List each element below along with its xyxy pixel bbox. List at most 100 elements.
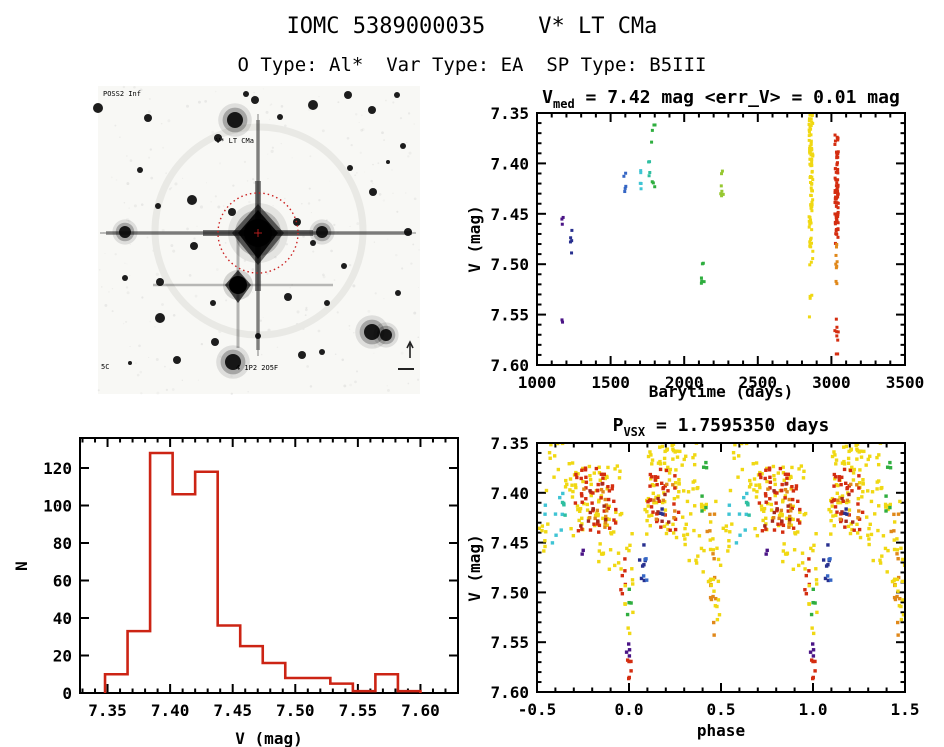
y-tick-label: 7.55: [490, 633, 529, 652]
star: [156, 278, 164, 286]
x-tick-label: 1000: [518, 373, 557, 392]
x-tick-label: 2000: [665, 373, 704, 392]
star: [243, 91, 249, 97]
y-tick-label: 7.60: [490, 683, 529, 702]
x-tick-label: 0.0: [615, 700, 644, 719]
y-tick-label: 60: [53, 572, 72, 591]
corner-label: 5C: [101, 363, 109, 371]
finder-chart-image: POSS2 Inf V* LT CMa 4 1P2 2O5F 5C: [93, 85, 420, 396]
star: [173, 356, 181, 364]
star: [319, 349, 325, 355]
star: [119, 226, 131, 238]
star: [93, 103, 103, 113]
magnitude-histogram-plot: 7.35 7.40 7.45 7.50 7.55 7.60 0 20 40 60 80 100 120 V…: [12, 437, 459, 747]
x-axis-label: V (mag): [235, 729, 302, 747]
star: [155, 203, 161, 209]
star: [225, 354, 241, 370]
y-tick-label: 20: [53, 647, 72, 666]
star: [400, 143, 406, 149]
star: [341, 263, 347, 269]
star: [144, 114, 152, 122]
star: [298, 351, 306, 359]
star: [324, 300, 330, 306]
star: [386, 160, 390, 164]
footer-label: 4 1P2 2O5F: [236, 364, 278, 372]
y-axis-label: V (mag): [465, 205, 484, 272]
y-tick-label: 80: [53, 534, 72, 553]
y-tick-label: 7.50: [490, 255, 529, 274]
x-tick-label: 7.35: [88, 701, 127, 720]
y-axis-label: V (mag): [465, 534, 484, 601]
page-subtitle: O Type: Al* Var Type: EA SP Type: B5III: [237, 54, 707, 76]
star: [128, 361, 132, 365]
star: [368, 106, 376, 114]
star: [394, 92, 400, 98]
y-tick-label: 7.35: [490, 104, 529, 123]
phase-folded-plot: -0.5 0.0 0.5 1.0 1.5 7.35 7.40 7.45 7.50 7.55 7.60…: [465, 415, 920, 740]
star: [380, 329, 392, 341]
x-tick-label: 7.60: [401, 701, 440, 720]
star: [255, 333, 261, 339]
star: [211, 338, 219, 346]
star: [210, 300, 216, 306]
x-tick-label: 2500: [739, 373, 778, 392]
x-tick-label: 3000: [812, 373, 851, 392]
y-tick-label: 7.35: [490, 434, 529, 453]
target-name-label: V* LT CMa: [216, 137, 254, 145]
x-tick-label: 1500: [591, 373, 630, 392]
y-tick-label: 7.60: [490, 356, 529, 375]
star: [227, 112, 243, 128]
y-tick-label: 7.55: [490, 306, 529, 325]
x-tick-label: -0.5: [518, 700, 557, 719]
star: [395, 290, 401, 296]
y-tick-label: 100: [43, 497, 72, 516]
star: [187, 195, 197, 205]
y-tick-label: 0: [62, 684, 72, 703]
x-tick-label: 1.0: [799, 700, 828, 719]
y-tick-label: 7.40: [490, 484, 529, 503]
x-tick-label: 7.45: [213, 701, 252, 720]
star: [277, 114, 283, 120]
star: [122, 275, 128, 281]
x-tick-label: 0.5: [707, 700, 736, 719]
lightcurve-plot: 1000 1500 2000 2500 3000 3500 7.35 7.40 7.45 7.50…: [465, 87, 924, 401]
star: [155, 313, 165, 323]
y-tick-label: 7.45: [490, 205, 529, 224]
star: [308, 100, 318, 110]
page-title: IOMC 5389000035 V* LT CMa: [286, 14, 658, 39]
y-tick-label: 7.45: [490, 534, 529, 553]
x-tick-label: 7.55: [339, 701, 378, 720]
aperture-circle: [217, 192, 299, 274]
star: [364, 324, 380, 340]
y-tick-label: 7.40: [490, 154, 529, 173]
plot-title: Vmed = 7.42 mag <err_V> = 0.01 mag: [542, 87, 900, 111]
survey-label: POSS2 Inf: [103, 90, 141, 98]
x-tick-label: 1.5: [891, 700, 920, 719]
star: [404, 228, 412, 236]
star: [137, 167, 143, 173]
star: [310, 240, 316, 246]
y-axis-label: N: [12, 561, 31, 571]
lc-points: [560, 114, 840, 356]
x-tick-label: 7.50: [276, 701, 315, 720]
y-tick-label: 40: [53, 609, 72, 628]
x-axis-label: Barytime (days): [649, 382, 794, 401]
companion-star: [229, 276, 247, 294]
histogram-outline: [103, 451, 422, 693]
star: [316, 226, 328, 238]
star: [228, 208, 236, 216]
star: [284, 293, 292, 301]
y-tick-label: 7.50: [490, 583, 529, 602]
x-tick-label: 7.40: [151, 701, 190, 720]
plot-title: PVSX = 1.7595350 days: [613, 415, 830, 439]
x-axis-label: phase: [697, 721, 745, 740]
phase-points: [538, 444, 904, 681]
star: [369, 188, 377, 196]
star: [214, 134, 222, 142]
star: [347, 165, 353, 171]
star: [190, 242, 198, 250]
y-tick-label: 120: [43, 459, 72, 478]
star: [344, 91, 352, 99]
star: [251, 96, 259, 104]
